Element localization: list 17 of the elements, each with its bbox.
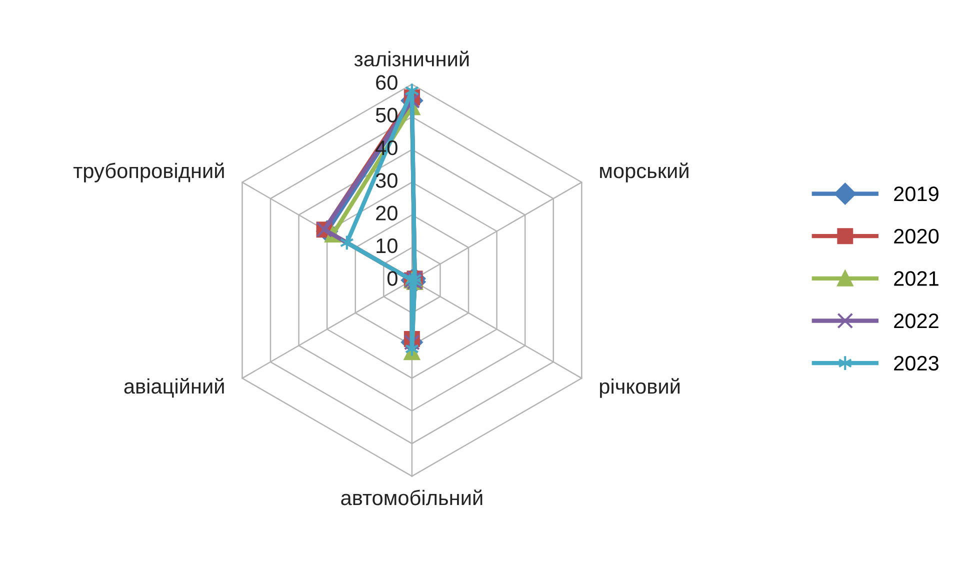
y-tick-label: 20 <box>376 206 398 221</box>
legend-label: 2023 <box>894 356 938 371</box>
legend-label: 2019 <box>894 186 938 202</box>
y-tick-label: 50 <box>376 108 398 123</box>
y-tick-label: 60 <box>376 75 398 90</box>
legend-label: 2020 <box>894 228 939 244</box>
spoke-label: автомобільний <box>341 490 482 506</box>
y-tick-label: 10 <box>376 238 398 254</box>
spoke-label: морський <box>600 162 688 182</box>
y-tick-label: 30 <box>376 173 398 188</box>
spoke-label: авіаційний <box>124 378 224 398</box>
legend-label: 2021 <box>894 271 938 286</box>
spoke-label: річковий <box>600 378 680 398</box>
legend-label: 2022 <box>894 313 938 328</box>
y-tick-label: 0 <box>387 271 398 286</box>
spoke-label: залізничний <box>354 50 469 66</box>
spoke-label: трубопровідний <box>73 162 224 182</box>
